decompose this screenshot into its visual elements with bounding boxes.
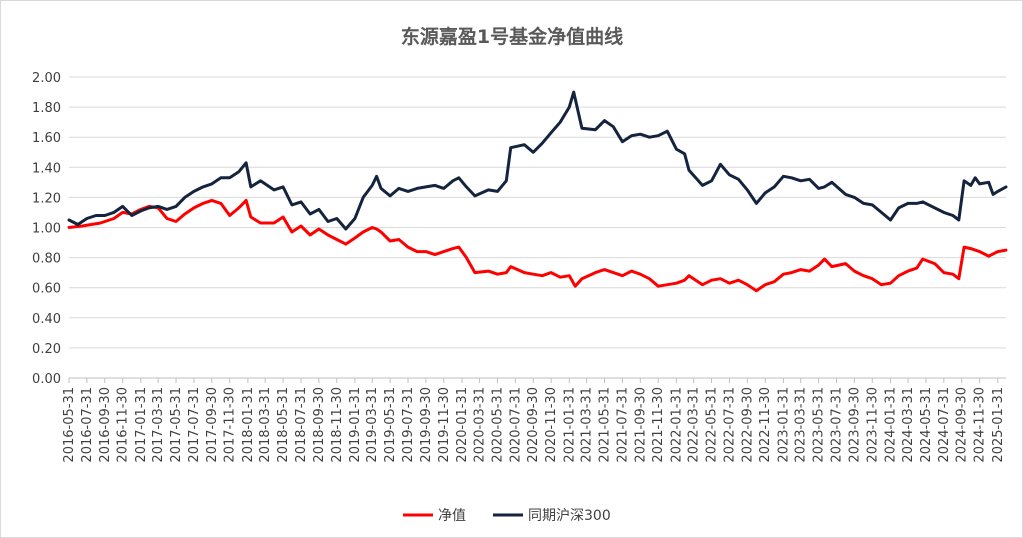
x-tick-label: 2018-11-30 (330, 387, 345, 463)
y-tick-label: 1.80 (32, 101, 61, 116)
x-tick-label: 2018-05-31 (276, 387, 291, 463)
y-tick-label: 1.20 (32, 191, 61, 206)
x-tick-label: 2023-03-31 (794, 387, 809, 463)
y-tick-label: 2.00 (32, 71, 61, 86)
x-tick-label: 2024-01-31 (883, 387, 898, 463)
x-tick-label: 2022-11-30 (758, 387, 773, 463)
x-tick-label: 2017-09-30 (205, 387, 220, 463)
x-tick-label: 2017-07-31 (187, 387, 202, 463)
y-tick-label: 1.00 (32, 222, 61, 237)
x-tick-label: 2021-01-31 (562, 387, 577, 463)
chart-title: 东源嘉盈1号基金净值曲线 (401, 25, 623, 48)
y-axis: 0.00 0.20 0.40 0.60 0.80 1.00 1.20 1.40 1.60 1.80… (32, 71, 61, 387)
x-tick-label: 2025-01-31 (991, 387, 1006, 463)
series-lines (67, 90, 1008, 293)
series-line-nav (67, 198, 1008, 293)
series-line-csi300 (67, 90, 1008, 231)
x-tick-label: 2019-03-31 (365, 387, 380, 463)
x-tick-label: 2020-09-30 (526, 387, 541, 463)
x-tick-label: 2024-11-30 (973, 387, 988, 463)
x-tick-label: 2023-05-31 (812, 387, 827, 463)
x-tick-label: 2020-05-31 (490, 387, 505, 463)
x-tick-label: 2022-07-31 (722, 387, 737, 463)
gridlines (69, 76, 1006, 379)
x-tick-label: 2018-09-30 (312, 387, 327, 463)
x-tick-label: 2023-09-30 (847, 387, 862, 463)
x-tick-label: 2017-03-31 (151, 387, 166, 463)
x-tick-label: 2021-11-30 (651, 387, 666, 463)
x-tick-label: 2022-01-31 (669, 387, 684, 463)
y-tick-label: 0.80 (32, 252, 61, 267)
x-tick-label: 2021-05-31 (598, 387, 613, 463)
x-tick-label: 2023-01-31 (776, 387, 791, 463)
x-tick-label: 2018-03-31 (258, 387, 273, 463)
y-tick-label: 1.60 (32, 131, 61, 146)
y-tick-label: 0.00 (32, 372, 61, 387)
y-tick-label: 1.40 (32, 161, 61, 176)
y-tick-label: 0.60 (32, 282, 61, 297)
x-tick-label: 2017-05-31 (169, 387, 184, 463)
x-tick-label: 2020-07-31 (508, 387, 523, 463)
x-tick-label: 2018-01-31 (241, 387, 256, 463)
x-axis: 2016-05-31 2016-07-31 2016-09-30 2016-11-30… (62, 377, 1006, 463)
x-tick-label: 2019-11-30 (437, 387, 452, 463)
x-tick-label: 2019-07-31 (401, 387, 416, 463)
x-tick-label: 2016-11-30 (116, 387, 131, 463)
y-tick-label: 0.20 (32, 342, 61, 357)
y-tick-label: 0.40 (32, 312, 61, 327)
x-tick-label: 2020-11-30 (544, 387, 559, 463)
x-tick-label: 2024-09-30 (955, 387, 970, 463)
x-tick-label: 2022-05-31 (705, 387, 720, 463)
x-tick-label: 2020-01-31 (455, 387, 470, 463)
x-tick-label: 2023-07-31 (829, 387, 844, 463)
x-tick-label: 2016-05-31 (62, 387, 77, 463)
x-tick-label: 2021-03-31 (580, 387, 595, 463)
x-tick-label: 2016-09-30 (98, 387, 113, 463)
x-tick-label: 2024-05-31 (919, 387, 934, 463)
x-tick-label: 2017-01-31 (134, 387, 149, 463)
x-tick-label: 2020-03-31 (473, 387, 488, 463)
legend-label: 净值 (438, 508, 466, 524)
x-tick-label: 2021-09-30 (633, 387, 648, 463)
legend: 净值 同期沪深300 (403, 508, 611, 524)
legend-label: 同期沪深300 (528, 508, 611, 524)
x-tick-label: 2019-09-30 (419, 387, 434, 463)
x-tick-label: 2024-03-31 (901, 387, 916, 463)
x-tick-label: 2016-07-31 (80, 387, 95, 463)
x-tick-label: 2022-09-30 (740, 387, 755, 463)
x-tick-label: 2017-11-30 (223, 387, 238, 463)
x-tick-label: 2022-03-31 (687, 387, 702, 463)
x-tick-label: 2019-01-31 (348, 387, 363, 463)
x-tick-label: 2021-07-31 (615, 387, 630, 463)
x-tick-label: 2023-11-30 (865, 387, 880, 463)
x-tick-label: 2024-07-31 (937, 387, 952, 463)
x-tick-label: 2019-05-31 (383, 387, 398, 463)
x-tick-label: 2018-07-31 (294, 387, 309, 463)
